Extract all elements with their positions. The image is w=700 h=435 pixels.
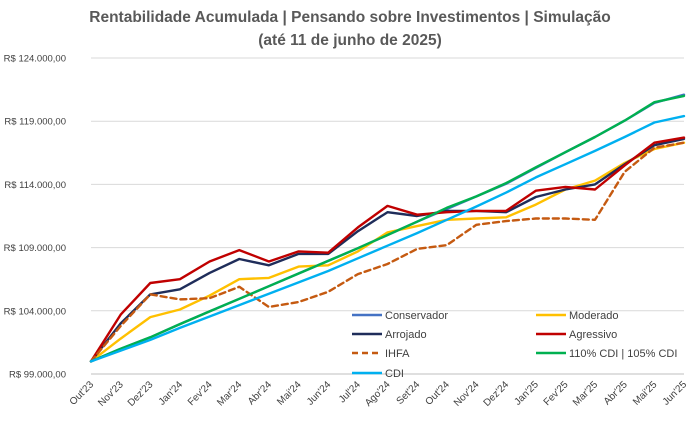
x-tick-label: Dez'23	[126, 379, 156, 409]
x-tick-label: Nov'23	[96, 379, 126, 409]
legend-label-0: Conservador	[385, 310, 448, 322]
series-line-1	[89, 141, 686, 363]
y-tick-label: R$ 124.000,00	[4, 54, 66, 65]
x-tick-label: Fev'24	[186, 379, 215, 408]
x-tick-label: Jan'25	[512, 379, 541, 408]
y-tick-label: R$ 114.000,00	[4, 180, 66, 191]
series-line-4	[89, 141, 686, 363]
y-tick-label: R$ 119.000,00	[4, 117, 66, 128]
series-lines	[89, 93, 686, 363]
chart-title: Rentabilidade Acumulada | Pensando sobre…	[0, 6, 700, 52]
legend-label-5: 110% CDI | 105% CDI	[569, 348, 677, 360]
y-axis-ticks: R$ 99.000,00 R$ 104.000,00 R$ 109.000,00 R$…	[4, 54, 66, 381]
y-tick-label: R$ 104.000,00	[4, 306, 66, 317]
legend-label-6: CDI	[385, 368, 404, 380]
x-tick-label: Mar'25	[571, 379, 600, 408]
x-tick-label: Mai'24	[275, 379, 304, 408]
x-tick-label: Abr'25	[602, 379, 630, 407]
series-line-3	[89, 136, 686, 363]
series-line-6	[89, 114, 686, 363]
legend-label-2: Arrojado	[385, 329, 427, 341]
x-tick-label: Set'24	[395, 379, 423, 407]
chart-title-line-2: (até 11 de junho de 2025)	[258, 32, 442, 49]
y-tick-label: R$ 109.000,00	[4, 243, 66, 254]
x-tick-label: Jun'24	[305, 379, 334, 408]
legend-label-3: Agressivo	[569, 329, 617, 341]
x-tick-label: Dez'24	[482, 379, 512, 409]
x-tick-label: Jun'25	[661, 379, 690, 408]
x-tick-label: Mai'25	[631, 379, 660, 408]
chart-title-line-1: Rentabilidade Acumulada | Pensando sobre…	[89, 9, 611, 26]
x-tick-label: Out'24	[424, 379, 453, 408]
legend-label-4: IHFA	[385, 348, 410, 360]
gridlines	[91, 57, 684, 375]
x-tick-label: Jan'24	[157, 379, 186, 408]
x-axis-ticks: Out'23 Nov'23 Dez'23 Jan'24 Fev'24 Mar'24 Abr'…	[68, 379, 690, 409]
x-tick-label: Mar'24	[215, 379, 244, 408]
x-tick-label: Abr'24	[246, 379, 274, 407]
x-tick-label: Jul'24	[337, 379, 363, 405]
x-tick-label: Nov'24	[452, 379, 482, 409]
legend: Conservador Moderado Arrojado Agressivo IHFA…	[352, 310, 677, 380]
series-line-5	[89, 94, 686, 363]
legend-label-1: Moderado	[569, 310, 619, 322]
y-tick-label: R$ 99.000,00	[9, 370, 66, 381]
x-tick-label: Out'23	[68, 379, 97, 408]
series-line-2	[89, 137, 686, 363]
x-tick-label: Fev'25	[542, 379, 571, 408]
x-tick-label: Ago'24	[363, 379, 393, 409]
